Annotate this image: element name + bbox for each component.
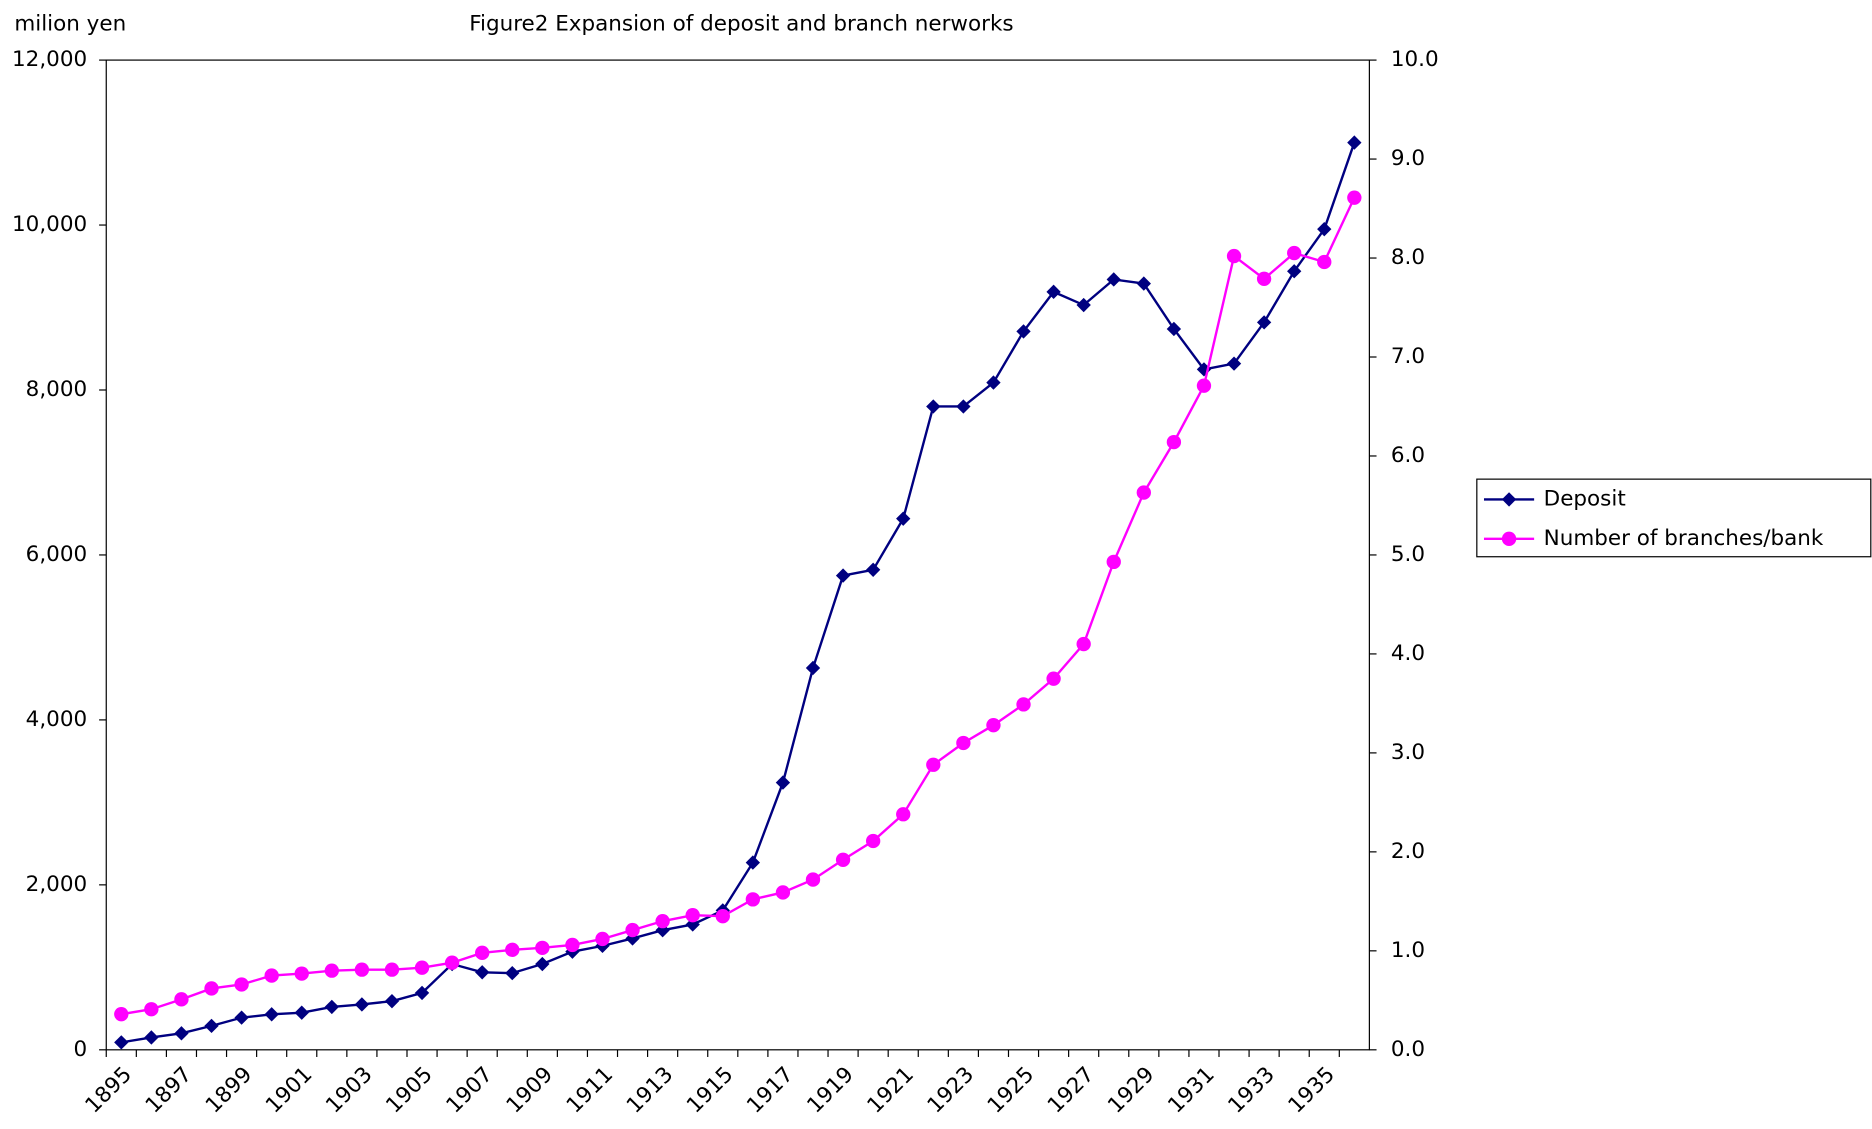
data-point — [1046, 284, 1061, 300]
data-point — [1136, 276, 1151, 291]
data-point — [475, 945, 490, 960]
data-point — [595, 931, 610, 947]
data-point — [1016, 324, 1031, 339]
data-point — [1076, 297, 1091, 313]
legend-marker — [1501, 492, 1517, 507]
legend-label: Deposit — [1544, 486, 1626, 511]
y2-tick-label: 2.0 — [1391, 839, 1425, 864]
data-point — [835, 852, 851, 867]
y-tick-label: 6,000 — [26, 542, 87, 567]
data-point — [234, 1010, 249, 1025]
data-point — [1347, 190, 1362, 205]
data-point — [384, 962, 400, 977]
data-point — [535, 956, 550, 972]
data-point — [324, 999, 339, 1015]
data-point — [114, 1035, 129, 1050]
data-point — [414, 960, 430, 975]
y-tick-label: 10,000 — [12, 212, 87, 237]
data-point — [294, 966, 309, 981]
data-point — [475, 965, 490, 980]
data-point — [444, 955, 460, 970]
data-point — [505, 942, 520, 958]
data-point — [775, 885, 791, 900]
data-point — [144, 1002, 159, 1017]
data-point — [234, 977, 249, 992]
y2-tick-label: 5.0 — [1391, 542, 1425, 567]
data-point — [805, 872, 821, 887]
y-tick-label: 12,000 — [12, 47, 87, 72]
y-tick-label: 0 — [73, 1037, 87, 1062]
data-point — [505, 965, 520, 981]
y2-tick-label: 7.0 — [1391, 344, 1425, 369]
y-axis-label: milion yen — [14, 11, 126, 36]
data-point — [114, 1007, 129, 1022]
data-point — [625, 922, 640, 938]
data-point — [1287, 264, 1302, 279]
data-point — [865, 562, 881, 577]
y2-tick-label: 9.0 — [1391, 146, 1425, 171]
y-tick-label: 2,000 — [26, 872, 87, 897]
data-point — [1287, 245, 1302, 261]
data-point — [264, 1007, 279, 1022]
legend-label: Number of branches/bank — [1544, 526, 1824, 551]
chart-title: Figure2 Expansion of deposit and branch … — [469, 11, 1013, 36]
y-tick-label: 8,000 — [26, 377, 87, 402]
data-point — [144, 1030, 159, 1045]
data-point — [324, 963, 339, 978]
data-point — [685, 908, 700, 923]
data-point — [1076, 636, 1091, 652]
data-point — [1226, 248, 1242, 264]
legend — [1476, 478, 1872, 558]
data-point — [1166, 321, 1182, 337]
data-point — [1196, 378, 1212, 393]
data-point — [956, 735, 971, 751]
data-point — [535, 940, 550, 956]
data-point — [715, 909, 730, 924]
y-tick-label: 4,000 — [26, 707, 87, 732]
data-point — [1166, 434, 1182, 450]
data-point — [1256, 315, 1272, 330]
data-point — [384, 993, 400, 1009]
y2-tick-label: 10.0 — [1391, 47, 1439, 72]
y2-tick-label: 6.0 — [1391, 443, 1425, 468]
data-point — [1136, 485, 1151, 500]
data-point — [926, 757, 941, 772]
data-point — [865, 833, 881, 849]
y2-tick-label: 1.0 — [1391, 938, 1425, 963]
data-point — [896, 807, 911, 822]
y2-tick-label: 8.0 — [1391, 245, 1425, 270]
data-point — [1347, 135, 1362, 150]
data-point — [174, 992, 189, 1007]
data-point — [204, 981, 219, 996]
data-point — [264, 968, 279, 983]
data-point — [1317, 222, 1332, 237]
data-point — [1256, 271, 1272, 286]
data-point — [174, 1026, 189, 1041]
data-point — [1106, 272, 1121, 287]
data-point — [204, 1018, 219, 1034]
data-point — [1317, 254, 1332, 270]
data-point — [1226, 356, 1242, 371]
data-point — [986, 718, 1001, 733]
data-point — [745, 892, 761, 907]
y2-tick-label: 0.0 — [1391, 1037, 1425, 1062]
data-point — [1046, 671, 1061, 686]
y2-tick-label: 4.0 — [1391, 641, 1425, 666]
data-point — [1016, 697, 1031, 712]
data-point — [1106, 554, 1121, 570]
data-point — [354, 962, 370, 977]
data-point — [655, 913, 670, 929]
legend-marker — [1501, 531, 1517, 546]
data-point — [565, 937, 580, 953]
y2-tick-label: 3.0 — [1391, 740, 1425, 765]
